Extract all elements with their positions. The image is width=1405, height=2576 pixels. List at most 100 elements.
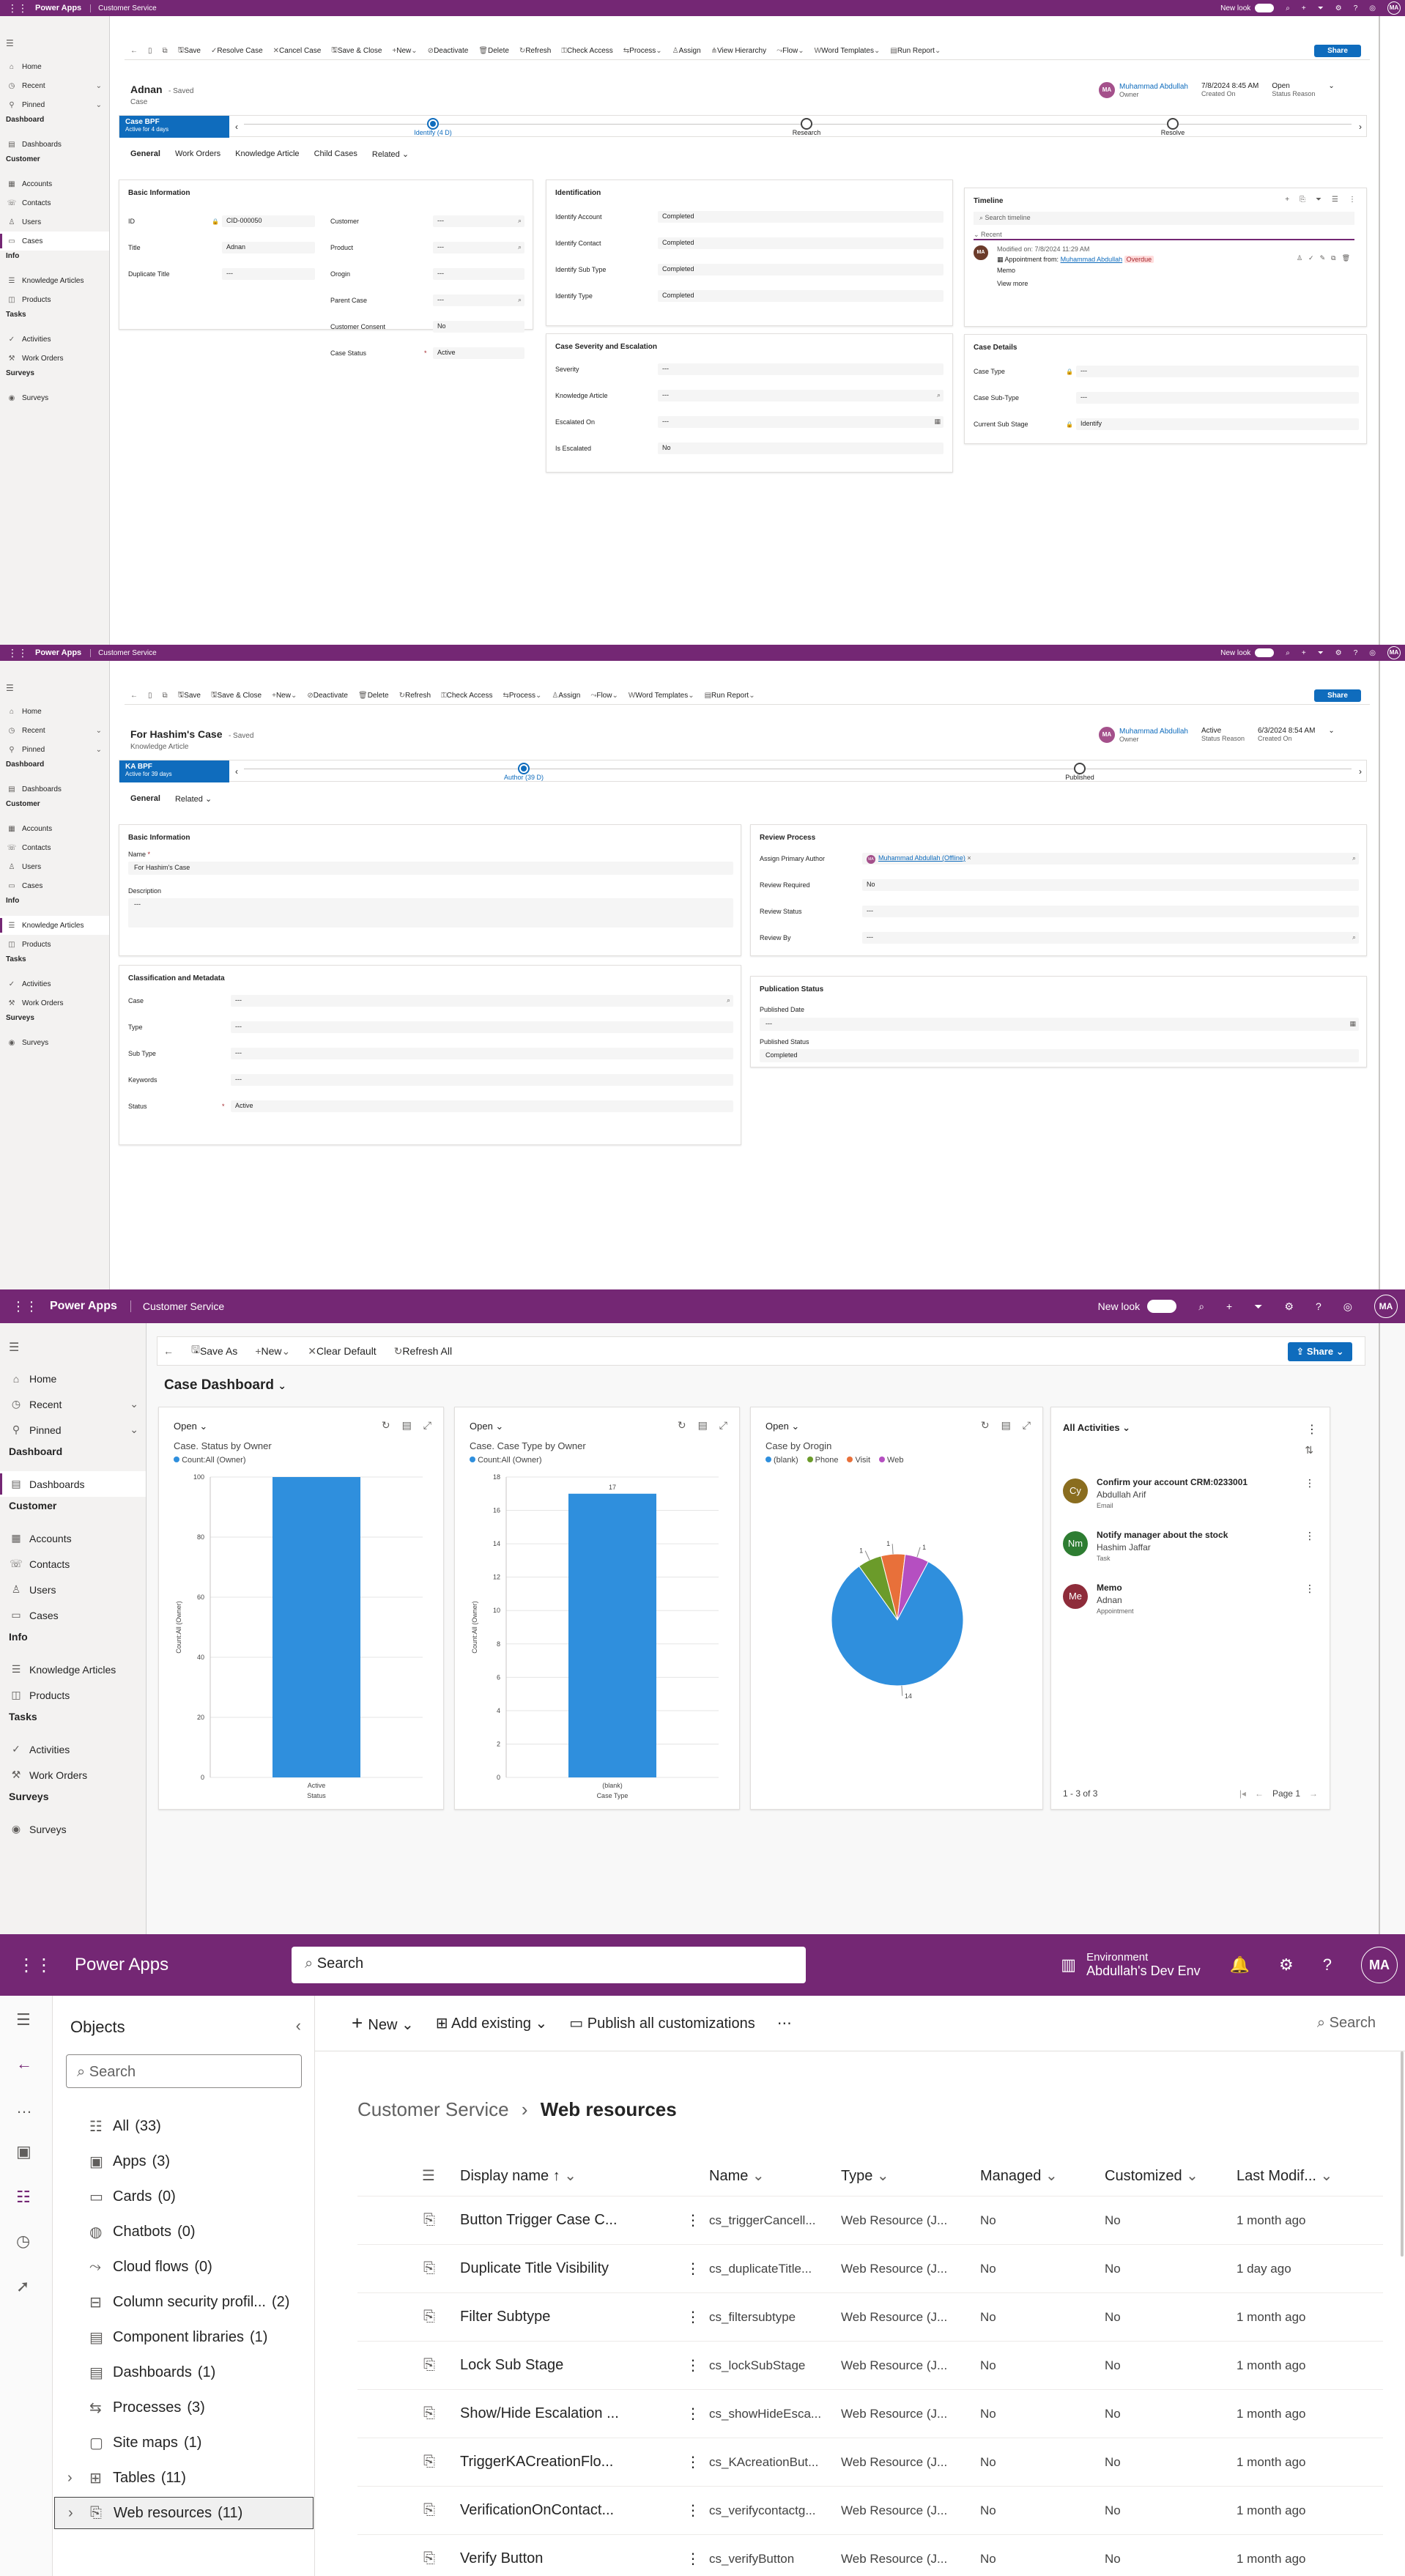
object-processes[interactable]: ⇆ Processes (3)	[54, 2391, 314, 2424]
sitemap-item-pinned[interactable]: ⚲ Pinned ⌄	[0, 740, 109, 759]
cmd-deactivate[interactable]: ⊘ Deactivate	[307, 692, 348, 700]
cmd-check-access[interactable]: ⚿ Check Access	[561, 47, 612, 55]
cmd-save-close[interactable]: 🖫 Save & Close	[331, 45, 382, 57]
add-icon[interactable]: +	[1226, 1300, 1233, 1312]
timeline-item[interactable]: MA Modified on: 7/8/2024 11:29 AM ▦ Appo…	[974, 245, 1354, 287]
sitemap-item-work-orders[interactable]: ⚒ Work Orders	[0, 349, 109, 368]
column-header-customized[interactable]: Customized ⌄	[1105, 2166, 1198, 2185]
recent-label[interactable]: ⌄ Recent	[974, 231, 1354, 240]
field-value[interactable]: Active	[231, 1100, 733, 1112]
filter-icon[interactable]: ⏷	[1317, 648, 1324, 657]
chevron-down-icon[interactable]: ⌄	[1328, 727, 1335, 735]
more-icon[interactable]: …	[16, 2098, 32, 2117]
row-more-icon[interactable]: ⋮	[686, 2503, 700, 2519]
search-icon[interactable]: ⌕	[1352, 933, 1356, 941]
settings-icon[interactable]: ⚙	[1284, 1300, 1294, 1312]
activities-view-selector[interactable]: All Activities ⌄	[1063, 1422, 1131, 1433]
field-value[interactable]: --- ⌕	[433, 215, 524, 227]
cmd-view-hierarchy[interactable]: ⋔ View Hierarchy	[711, 47, 766, 55]
table-row[interactable]: ⎘ Verify Button cs_verifyButton Web Resourc…	[357, 2535, 1383, 2576]
table-row[interactable]: ⎘ Button Trigger Case C... cs_triggerCance…	[357, 2196, 1383, 2245]
sitemap-item-recent[interactable]: ◷ Recent ⌄	[0, 1391, 146, 1417]
field-value[interactable]: Active	[433, 347, 524, 359]
object-chatbots[interactable]: ◍ Chatbots (0)	[54, 2216, 314, 2248]
owner-name[interactable]: Muhammad Abdullah	[1119, 727, 1188, 736]
back-icon[interactable]: ←	[130, 47, 138, 55]
object-site-maps[interactable]: ▢ Site maps (1)	[54, 2427, 314, 2459]
tab-related[interactable]: Related ⌄	[175, 794, 212, 804]
cmd-deactivate[interactable]: ⊘ Deactivate	[428, 47, 469, 55]
field-value[interactable]: ---	[1076, 366, 1359, 377]
sitemap-item-knowledge-articles[interactable]: ☰ Knowledge Articles	[0, 1657, 146, 1682]
scrollbar[interactable]	[1379, 661, 1380, 1289]
hamburger-icon[interactable]: ☰	[16, 2010, 31, 2029]
chevron-right-icon[interactable]: ›	[68, 2504, 73, 2521]
cmd-process[interactable]: ⇆ Process ⌄	[623, 47, 662, 55]
sitemap-item-work-orders[interactable]: ⚒ Work Orders	[0, 993, 109, 1013]
more-icon[interactable]: ⋯	[776, 2016, 792, 2032]
bpf-stage-dot[interactable]	[1167, 118, 1179, 130]
field-value[interactable]: Completed	[658, 211, 944, 223]
field-value[interactable]: --- ⌕	[433, 295, 524, 306]
cmd-process[interactable]: ⇆ Process ⌄	[503, 692, 541, 700]
sitemap-item-contacts[interactable]: ☏ Contacts	[0, 838, 109, 857]
scrollbar[interactable]	[1379, 1323, 1380, 1934]
chevron-down-icon[interactable]: ⌄	[1328, 82, 1335, 90]
tab-child-cases[interactable]: Child Cases	[314, 149, 357, 159]
environment-icon[interactable]: ▥	[1061, 1955, 1077, 1974]
bpf-prev-icon[interactable]: ‹	[235, 766, 238, 777]
table-row[interactable]: ⎘ Duplicate Title Visibility cs_duplicateT…	[357, 2245, 1383, 2293]
search-icon[interactable]: ⌕	[936, 391, 941, 399]
object-component-libraries[interactable]: ▤ Component libraries (1)	[54, 2321, 314, 2353]
bpf-next-icon[interactable]: ›	[1359, 122, 1362, 132]
sitemap-item-pinned[interactable]: ⚲ Pinned ⌄	[0, 1417, 146, 1443]
record-set-icon[interactable]: ▯	[148, 692, 152, 700]
field-value[interactable]: Completed	[658, 264, 944, 275]
next-page-icon[interactable]: →	[1309, 1788, 1318, 1799]
table-row[interactable]: ⎘ Show/Hide Escalation ... cs_showHideEsca…	[357, 2390, 1383, 2438]
sitemap-item-users[interactable]: ♙ Users	[0, 1577, 146, 1602]
cmd-word-templates[interactable]: W Word Templates ⌄	[629, 692, 694, 700]
settings-icon[interactable]: ⚙	[1279, 1955, 1294, 1974]
sitemap-item-contacts[interactable]: ☏ Contacts	[0, 1551, 146, 1577]
more-icon[interactable]: ⋮	[1305, 1530, 1315, 1541]
global-search[interactable]: ⌕ Search	[292, 1947, 806, 1983]
cmd-save-as[interactable]: 🖫 Save As	[191, 1342, 237, 1360]
sitemap-item-home[interactable]: ⌂ Home	[0, 57, 109, 76]
app-name[interactable]: Customer Service	[130, 1300, 224, 1312]
calendar-icon[interactable]: ▦	[934, 418, 941, 425]
first-page-icon[interactable]: |◂	[1239, 1788, 1246, 1799]
records-icon[interactable]: ▤	[401, 1419, 412, 1431]
refresh-icon[interactable]: ↻	[677, 1419, 686, 1431]
object-column-security-profil-[interactable]: ⊟ Column security profil... (2)	[54, 2286, 314, 2318]
legend-item[interactable]: (blank)	[765, 1456, 798, 1465]
chevron-right-icon[interactable]: ›	[67, 2469, 73, 2486]
add-existing-button[interactable]: ⊞ Add existing ⌄	[435, 2016, 548, 2032]
sitemap-item-users[interactable]: ♙ Users	[0, 212, 109, 232]
expand-icon[interactable]: ⤢	[423, 1419, 431, 1431]
field-value[interactable]: No	[862, 879, 1359, 891]
legend-item[interactable]: Visit	[847, 1456, 870, 1465]
cmd-new[interactable]: + New ⌄	[392, 47, 417, 55]
bpf-flag[interactable]: Case BPF Active for 4 days	[119, 116, 229, 138]
object-web-resources[interactable]: › ⎘ Web resources (11)	[54, 2497, 314, 2529]
activity-item[interactable]: Cy Confirm your account CRM:0233001 Abdull…	[1063, 1477, 1318, 1521]
sitemap-item-accounts[interactable]: ▦ Accounts	[0, 1525, 146, 1551]
back-icon[interactable]: ←	[16, 2054, 32, 2073]
more-icon[interactable]: ⋮	[1305, 1477, 1315, 1489]
bpf-flag[interactable]: KA BPF Active for 39 days	[119, 760, 229, 782]
new-look-toggle[interactable]	[1147, 1300, 1177, 1313]
help-icon[interactable]: ?	[1322, 1955, 1332, 1974]
sitemap-item-surveys[interactable]: ◉ Surveys	[0, 1816, 146, 1842]
sitemap-item-products[interactable]: ◫ Products	[0, 935, 109, 954]
sitemap-item-activities[interactable]: ✓ Activities	[0, 974, 109, 993]
settings-icon[interactable]: ⚙	[1335, 648, 1342, 657]
sitemap-item-activities[interactable]: ✓ Activities	[0, 330, 109, 349]
search-icon[interactable]: ⌕	[517, 243, 522, 251]
field-value[interactable]: Adnan	[222, 242, 315, 253]
user-avatar[interactable]: MA	[1374, 1295, 1398, 1318]
add-icon[interactable]: +	[1285, 196, 1290, 204]
copilot-icon[interactable]: ◎	[1369, 648, 1376, 657]
sitemap-item-cases[interactable]: ▭ Cases	[0, 876, 109, 895]
bpf-next-icon[interactable]: ›	[1359, 766, 1362, 777]
